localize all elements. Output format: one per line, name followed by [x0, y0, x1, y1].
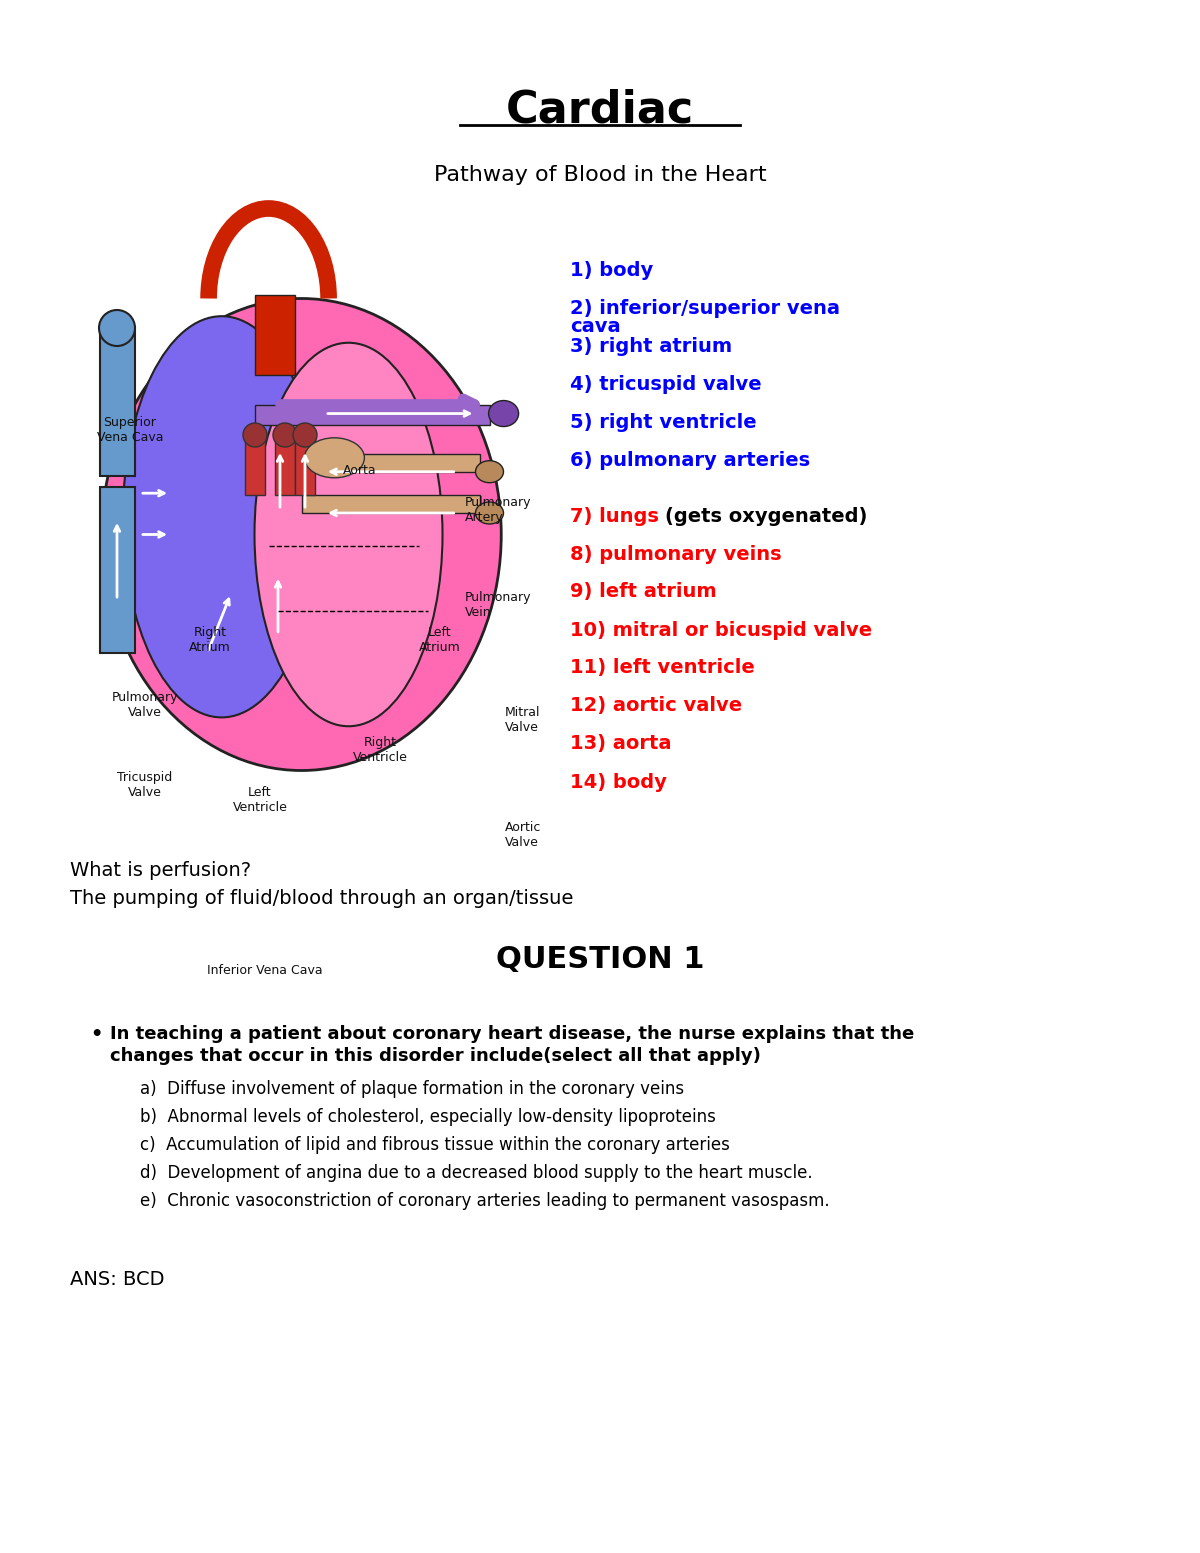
- Bar: [301, 495, 480, 512]
- Text: Superior
Vena Cava: Superior Vena Cava: [97, 416, 163, 444]
- Bar: [254, 404, 490, 424]
- Text: Left
Atrium: Left Atrium: [419, 626, 461, 654]
- Text: 9) left atrium: 9) left atrium: [570, 582, 716, 601]
- Text: 2) inferior/superior vena: 2) inferior/superior vena: [570, 298, 840, 317]
- Text: (gets oxygenated): (gets oxygenated): [665, 506, 868, 525]
- Text: 7) lungs: 7) lungs: [570, 506, 666, 525]
- Text: Right
Ventricle: Right Ventricle: [353, 736, 408, 764]
- Text: e)  Chronic vasoconstriction of coronary arteries leading to permanent vasospasm: e) Chronic vasoconstriction of coronary …: [140, 1193, 829, 1210]
- Text: 13) aorta: 13) aorta: [570, 735, 672, 753]
- Text: What is perfusion?: What is perfusion?: [70, 860, 251, 879]
- Text: 1) body: 1) body: [570, 261, 653, 280]
- Bar: [100, 328, 134, 475]
- Text: •: •: [90, 1025, 102, 1044]
- Bar: [275, 435, 295, 495]
- Text: Pathway of Blood in the Heart: Pathway of Blood in the Heart: [433, 165, 767, 185]
- Text: Aortic
Valve: Aortic Valve: [505, 822, 541, 849]
- Bar: [245, 435, 265, 495]
- Text: In teaching a patient about coronary heart disease, the nurse explains that the: In teaching a patient about coronary hea…: [110, 1025, 914, 1044]
- Text: changes that occur in this disorder include(select all that apply): changes that occur in this disorder incl…: [110, 1047, 761, 1065]
- Text: Aorta: Aorta: [343, 463, 377, 477]
- Text: a)  Diffuse involvement of plaque formation in the coronary veins: a) Diffuse involvement of plaque formati…: [140, 1079, 684, 1098]
- Ellipse shape: [122, 317, 320, 717]
- Ellipse shape: [488, 401, 518, 427]
- Text: cava: cava: [570, 317, 620, 335]
- Text: 10) mitral or bicuspid valve: 10) mitral or bicuspid valve: [570, 621, 872, 640]
- Text: Mitral
Valve: Mitral Valve: [505, 707, 540, 735]
- Bar: [254, 295, 294, 376]
- Ellipse shape: [475, 461, 504, 483]
- Text: Pulmonary
Artery: Pulmonary Artery: [466, 495, 532, 523]
- Bar: [301, 453, 480, 472]
- Text: 6) pulmonary arteries: 6) pulmonary arteries: [570, 450, 810, 469]
- Text: 14) body: 14) body: [570, 772, 667, 792]
- Ellipse shape: [102, 298, 502, 770]
- Text: Tricuspid
Valve: Tricuspid Valve: [118, 770, 173, 798]
- Circle shape: [242, 422, 266, 447]
- Text: Left
Ventricle: Left Ventricle: [233, 786, 288, 814]
- FancyArrowPatch shape: [281, 399, 474, 410]
- Circle shape: [274, 422, 298, 447]
- Text: 5) right ventricle: 5) right ventricle: [570, 413, 757, 432]
- Text: 4) tricuspid valve: 4) tricuspid valve: [570, 374, 762, 393]
- Text: Cardiac: Cardiac: [506, 89, 694, 132]
- Text: Right
Atrium: Right Atrium: [190, 626, 230, 654]
- Text: d)  Development of angina due to a decreased blood supply to the heart muscle.: d) Development of angina due to a decrea…: [140, 1165, 812, 1182]
- Text: Inferior Vena Cava: Inferior Vena Cava: [208, 963, 323, 977]
- Text: Pulmonary
Vein: Pulmonary Vein: [466, 592, 532, 620]
- Ellipse shape: [254, 343, 443, 727]
- Circle shape: [293, 422, 317, 447]
- Bar: [100, 488, 134, 652]
- Bar: [295, 435, 314, 495]
- Text: ANS: BCD: ANS: BCD: [70, 1270, 164, 1289]
- Text: 3) right atrium: 3) right atrium: [570, 337, 732, 356]
- Ellipse shape: [305, 438, 365, 478]
- Text: The pumping of fluid/blood through an organ/tissue: The pumping of fluid/blood through an or…: [70, 888, 574, 907]
- Text: 8) pulmonary veins: 8) pulmonary veins: [570, 545, 781, 564]
- Circle shape: [98, 311, 134, 346]
- Text: Pulmonary
Valve: Pulmonary Valve: [112, 691, 179, 719]
- Text: 11) left ventricle: 11) left ventricle: [570, 658, 755, 677]
- Text: QUESTION 1: QUESTION 1: [496, 946, 704, 974]
- Text: 12) aortic valve: 12) aortic valve: [570, 696, 742, 716]
- Text: b)  Abnormal levels of cholesterol, especially low-density lipoproteins: b) Abnormal levels of cholesterol, espec…: [140, 1107, 716, 1126]
- Text: c)  Accumulation of lipid and fibrous tissue within the coronary arteries: c) Accumulation of lipid and fibrous tis…: [140, 1135, 730, 1154]
- Ellipse shape: [475, 502, 504, 523]
